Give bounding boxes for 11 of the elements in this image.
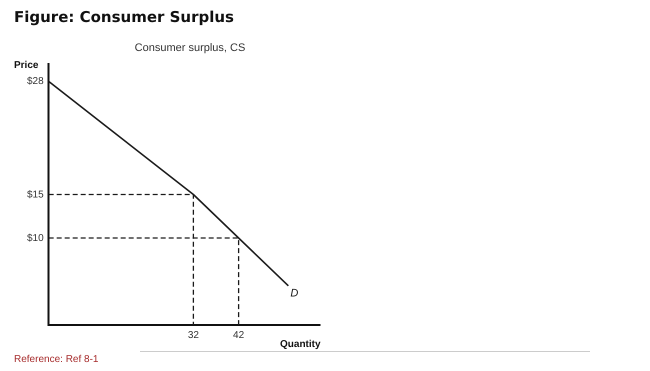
chart-subtitle: Consumer surplus, CS [134, 42, 246, 54]
chart-title: Figure: Consumer Surplus [14, 8, 234, 26]
x-axis-title: Quantity [280, 339, 321, 350]
y-tick-label: $15 [26, 189, 44, 200]
y-tick-label: $10 [26, 232, 44, 244]
x-tick-label: 32 [188, 330, 200, 341]
text: Reference: Ref 8-1 [14, 354, 98, 365]
x-tick-label: 42 [233, 330, 245, 341]
series-label: D [290, 287, 298, 300]
y-axis-title: Price [14, 60, 38, 71]
y-tick-label: $28 [26, 76, 44, 88]
